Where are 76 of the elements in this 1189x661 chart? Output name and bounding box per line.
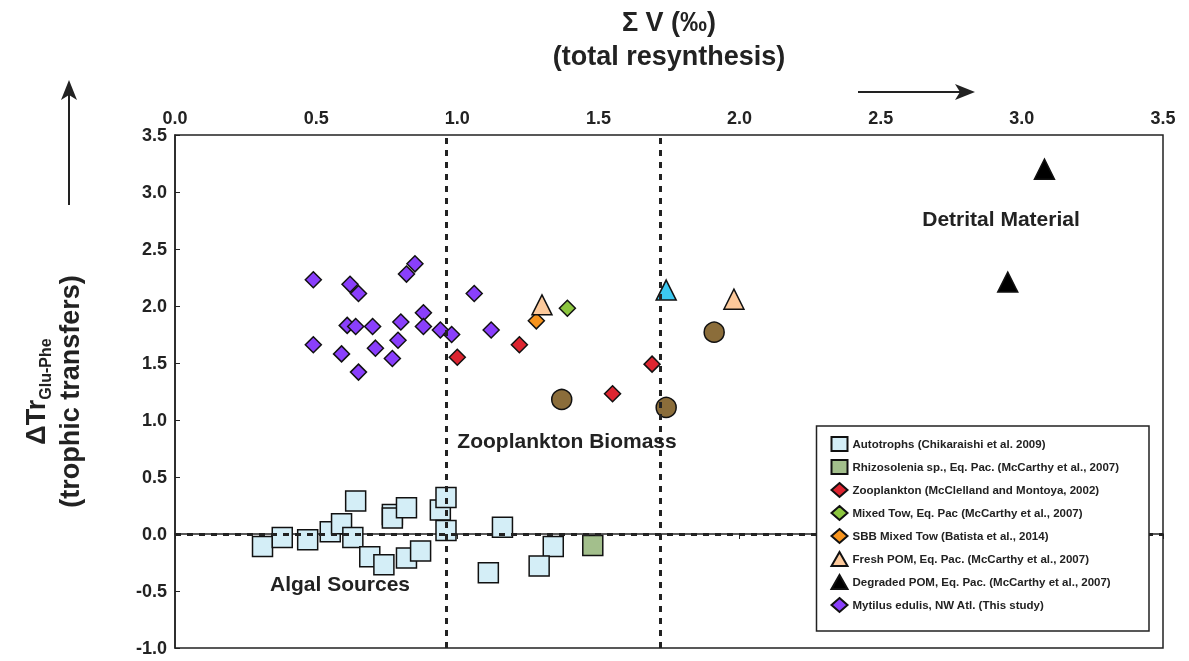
point [528, 555, 550, 577]
annotation: Zooplankton Biomass [457, 428, 677, 452]
point [1033, 158, 1056, 180]
y-tick-label: 0.0 [141, 524, 167, 544]
point [531, 294, 553, 316]
y-tick-label: 3.0 [141, 182, 167, 202]
point [389, 331, 407, 349]
x-tick-label: 0.0 [162, 108, 188, 128]
y-tick-label: 3.5 [141, 125, 167, 145]
point [346, 317, 365, 336]
legend-label: SBB Mixed Tow (Batista et al., 2014) [852, 530, 1049, 542]
point [304, 271, 323, 289]
point [723, 288, 745, 310]
point [414, 317, 433, 336]
point [551, 388, 573, 411]
x-tick-label: 1.0 [444, 108, 470, 128]
y-tick-label: 1.0 [141, 410, 167, 430]
point [996, 271, 1019, 293]
point [431, 321, 450, 339]
point [251, 535, 274, 558]
x-tick-label: 0.5 [303, 108, 329, 128]
point [542, 535, 565, 558]
point [349, 284, 368, 303]
annotation: Algal Sources [269, 571, 411, 595]
point [395, 497, 418, 519]
point [491, 516, 514, 538]
y-tick-label: 2.5 [141, 239, 167, 259]
point [341, 275, 359, 294]
point [482, 321, 500, 339]
point [373, 554, 395, 576]
point [703, 321, 725, 343]
point [332, 345, 351, 363]
point [582, 534, 604, 557]
point [510, 336, 529, 354]
point [304, 336, 323, 354]
x-tick-label: 3.5 [1150, 108, 1176, 128]
x-tick-label: 2.5 [868, 108, 894, 128]
point [397, 265, 416, 283]
point [435, 486, 457, 509]
annotation: Detrital Material [922, 206, 1080, 230]
x-tick-label: 2.0 [727, 108, 753, 128]
point [643, 355, 661, 373]
legend-label: Rhizosolenia sp., Eq. Pac. (McCarthy et al., 2007) [852, 461, 1120, 473]
x-tick-label: 3.0 [1009, 108, 1035, 128]
x-tick-label: 1.5 [585, 108, 611, 128]
point [296, 528, 319, 551]
legend-label: Zooplankton (McClelland and Montoya, 2002) [852, 484, 1100, 496]
point [409, 540, 432, 562]
y-tick-label: 1.5 [141, 353, 167, 373]
y-tick-label: 0.5 [141, 467, 167, 487]
point [406, 255, 424, 273]
point [363, 317, 382, 336]
point [477, 562, 500, 584]
legend-label: Mytilus edulis, NW Atl. (This study) [852, 599, 1044, 611]
point [655, 396, 677, 419]
point [465, 284, 483, 303]
point [392, 313, 410, 331]
legend-label: Fresh POM, Eq. Pac. (McCarthy et al., 2007) [852, 553, 1090, 565]
y-tick-label: -1.0 [135, 638, 167, 658]
point [414, 304, 433, 322]
point [349, 363, 368, 381]
point [558, 299, 577, 318]
point [383, 349, 402, 368]
point [344, 490, 367, 512]
point [655, 279, 677, 301]
y-tick-label: 2.0 [141, 296, 167, 316]
y-tick-label: -0.5 [135, 581, 167, 601]
point [342, 526, 364, 549]
point [442, 325, 461, 344]
x-axis-title: Σ V (‰) (total resynthesis) [552, 7, 786, 71]
legend-label: Autotrophs (Chikaraishi et al. 2009) [852, 438, 1046, 450]
point [603, 385, 622, 403]
point [448, 348, 467, 367]
legend-label: Degraded POM, Eq. Pac. (McCarthy et al., 2007) [852, 576, 1111, 588]
legend-label: Mixed Tow, Eq. Pac (McCarthy et al., 2007) [852, 507, 1083, 519]
point [366, 339, 385, 357]
